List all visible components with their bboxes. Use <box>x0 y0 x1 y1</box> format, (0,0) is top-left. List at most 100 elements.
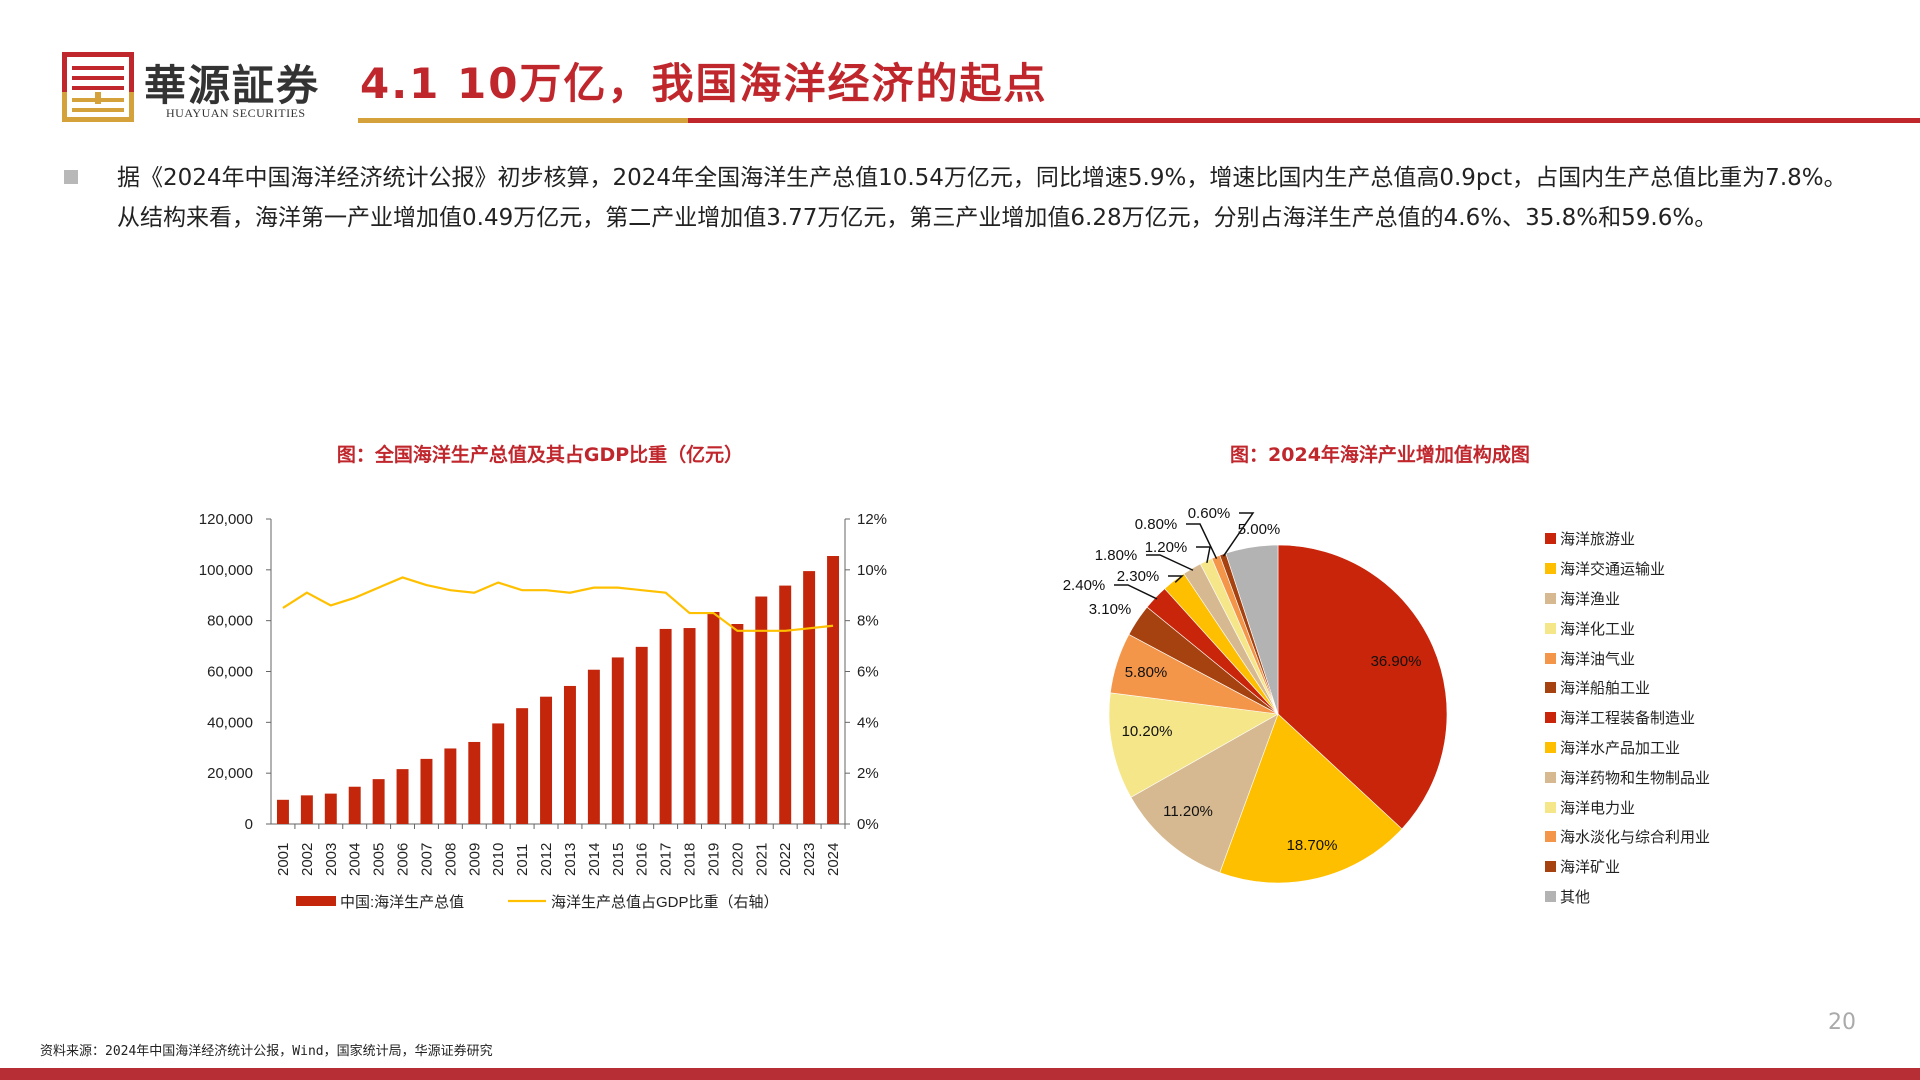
pie-chart-title: 图：2024年海洋产业增加值构成图 <box>1230 444 1530 466</box>
leader-line-8 <box>1146 554 1194 571</box>
x-tick-label: 2015 <box>610 843 627 876</box>
title-rule-gold <box>358 118 688 123</box>
x-tick-label: 2011 <box>514 844 531 876</box>
legend-item: 其他 <box>1545 882 1710 912</box>
x-tick-label: 2006 <box>395 843 412 876</box>
legend-label: 海洋油气业 <box>1560 649 1636 668</box>
pie-slice-3 <box>1108 692 1279 798</box>
x-tick-label: 2002 <box>299 843 316 876</box>
x-tick-label: 2020 <box>729 843 746 876</box>
left-tick-label: 0 <box>245 816 253 833</box>
legend-label: 海洋药物和生物制品业 <box>1560 768 1711 787</box>
pie-slice-1 <box>1219 713 1403 884</box>
ratio-line <box>282 576 834 632</box>
leader-line-10 <box>1186 523 1218 560</box>
brand-name-cn: 華源証券 <box>144 61 321 110</box>
left-tick-label: 120,000 <box>199 511 253 528</box>
bar-2011 <box>516 708 529 824</box>
legend-label: 海洋交通运输业 <box>1560 560 1666 579</box>
left-tick-label: 20,000 <box>207 765 253 782</box>
source-note: 资料来源：2024年中国海洋经济统计公报，Wind，国家统计局，华源证券研究 <box>40 1044 493 1059</box>
right-tick-label: 12% <box>857 511 887 528</box>
bar-2013 <box>563 685 576 824</box>
right-tick-label: 2% <box>857 765 879 782</box>
pie-label-12: 5.00% <box>1238 521 1281 538</box>
legend-line-label: 海洋生产总值占GDP比重（右轴） <box>551 894 779 911</box>
marine-industry-pie-chart: 36.90% 18.70% 11.20% 10.20% 5.80% 3.10% 2.40% 2… <box>1063 505 1448 884</box>
legend-label: 海洋船舶工业 <box>1560 679 1651 698</box>
legend-swatch <box>1545 622 1556 634</box>
title-rule-red <box>688 118 1920 123</box>
right-tick-label: 6% <box>857 664 879 681</box>
legend-swatch <box>1545 861 1556 873</box>
pie-label-4: 5.80% <box>1125 664 1168 681</box>
bar-2009 <box>468 741 481 824</box>
left-tick-label: 60,000 <box>207 664 253 681</box>
x-tick-label: 2009 <box>466 843 483 876</box>
bar-2023 <box>803 571 816 824</box>
huayuan-logo <box>62 52 134 122</box>
x-tick-label: 2024 <box>825 843 842 876</box>
bar-2003 <box>324 793 337 824</box>
x-tick-label: 2014 <box>586 843 603 876</box>
x-tick-label: 2010 <box>490 843 507 876</box>
x-tick-label: 2021 <box>753 843 770 876</box>
bar-2015 <box>611 657 624 824</box>
right-tick-label: 10% <box>857 562 887 579</box>
bar-2018 <box>683 628 696 824</box>
legend-swatch <box>1545 831 1556 843</box>
legend-bar-swatch <box>296 896 336 906</box>
pie-label-2: 11.20% <box>1163 803 1213 820</box>
legend-item: 海洋工程装备制造业 <box>1545 703 1710 733</box>
bar-2012 <box>540 696 553 824</box>
pie-label-9: 1.20% <box>1145 539 1188 556</box>
pie-label-8: 1.80% <box>1095 547 1138 564</box>
x-tick-label: 2017 <box>658 843 675 876</box>
pie-label-7: 2.30% <box>1117 568 1160 585</box>
legend-swatch <box>1545 712 1556 724</box>
legend-swatch <box>1545 741 1556 753</box>
x-tick-label: 2007 <box>418 843 435 876</box>
legend-item: 海洋船舶工业 <box>1545 673 1710 703</box>
bar-2020 <box>731 624 744 824</box>
legend-item: 海洋矿业 <box>1545 852 1710 882</box>
bar-2005 <box>372 779 385 824</box>
marine-gdp-bar-line-chart: 0 20,000 40,000 60,000 80,000 100,000 120,000 0… <box>199 511 887 911</box>
legend-item: 海水淡化与综合利用业 <box>1545 822 1710 852</box>
right-tick-label: 4% <box>857 714 879 731</box>
legend-item: 海洋旅游业 <box>1545 524 1710 554</box>
page-number: 20 <box>1828 1010 1856 1035</box>
pie-label-1: 18.70% <box>1287 837 1338 854</box>
pie-label-11: 0.60% <box>1188 505 1231 522</box>
legend-label: 海洋水产品加工业 <box>1560 738 1681 757</box>
left-tick-label: 40,000 <box>207 714 253 731</box>
page-title: 4.1 10万亿，我国海洋经济的起点 <box>360 59 1048 108</box>
x-tick-label: 2003 <box>323 843 340 876</box>
x-tick-label: 2018 <box>682 843 699 876</box>
legend-item: 海洋化工业 <box>1545 613 1710 643</box>
legend-swatch <box>1545 563 1556 575</box>
pie-label-0: 36.90% <box>1371 653 1422 670</box>
legend-swatch <box>1545 682 1556 694</box>
legend-bar-label: 中国:海洋生产总值 <box>340 894 464 911</box>
legend-label: 海洋旅游业 <box>1560 530 1636 549</box>
bar-2004 <box>348 786 361 824</box>
legend-item: 海洋渔业 <box>1545 584 1710 614</box>
footer-bar <box>0 1068 1920 1080</box>
x-tick-label: 2016 <box>634 843 651 876</box>
pie-label-5: 3.10% <box>1089 601 1132 618</box>
legend-label: 海洋渔业 <box>1560 589 1621 608</box>
right-tick-label: 0% <box>857 816 879 833</box>
x-tick-label: 2019 <box>705 843 722 876</box>
brand-name-en: HUAYUAN SECURITIES <box>166 106 306 120</box>
legend-label: 海洋电力业 <box>1560 798 1636 817</box>
legend-label: 其他 <box>1560 887 1591 906</box>
legend-item: 海洋药物和生物制品业 <box>1545 762 1710 792</box>
x-tick-label: 2012 <box>538 843 555 876</box>
legend-swatch <box>1545 652 1556 664</box>
leader-line-11 <box>1222 512 1255 557</box>
left-tick-label: 80,000 <box>207 613 253 630</box>
pie-label-6: 2.40% <box>1063 577 1106 594</box>
x-tick-label: 2008 <box>442 843 459 876</box>
x-tick-label: 2022 <box>777 843 794 876</box>
